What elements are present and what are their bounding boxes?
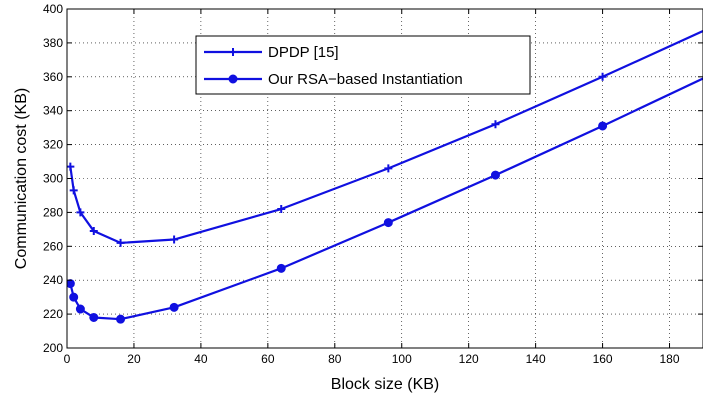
series-2	[67, 77, 703, 324]
data-point	[169, 302, 179, 312]
y-tick-label: 200	[43, 341, 63, 355]
data-point	[598, 121, 608, 131]
data-point	[67, 279, 75, 289]
data-point	[76, 208, 85, 217]
legend-item-1: DPDP [15]	[204, 44, 339, 61]
x-tick-label: 140	[526, 352, 546, 366]
legend-label: DPDP [15]	[268, 44, 339, 61]
x-axis-label: Block size (KB)	[331, 376, 439, 393]
data-point	[69, 292, 79, 302]
data-point	[491, 120, 500, 129]
data-point	[383, 218, 393, 228]
x-tick-label: 180	[660, 352, 680, 366]
data-point	[170, 235, 179, 244]
x-tick-label: 80	[328, 352, 342, 366]
data-point	[75, 304, 85, 314]
tick-labels: 0 20 40 60 80 100 120 140 160 180 200 220 240 260 280 3…	[43, 2, 680, 366]
data-point	[384, 164, 393, 173]
x-tick-label: 60	[261, 352, 275, 366]
x-tick-label: 160	[593, 352, 613, 366]
data-point	[490, 170, 500, 180]
y-axis-label: Communication cost (KB)	[13, 88, 30, 269]
x-tick-label: 20	[127, 352, 141, 366]
data-point	[116, 314, 126, 324]
data-point	[69, 186, 78, 195]
series-1	[67, 30, 703, 247]
legend-label: Our RSA−based Instantiation	[268, 71, 463, 88]
data-point	[116, 238, 125, 247]
x-tick-label: 40	[194, 352, 208, 366]
y-tick-label: 340	[43, 104, 63, 118]
y-tick-label: 360	[43, 70, 63, 84]
y-tick-label: 240	[43, 273, 63, 287]
legend-box	[195, 35, 531, 95]
y-tick-label: 220	[43, 307, 63, 321]
y-tick-label: 280	[43, 205, 63, 219]
data-point	[67, 162, 75, 171]
x-tick-label: 100	[392, 352, 412, 366]
legend-item-2: Our RSA−based Instantiation	[204, 71, 463, 88]
y-tick-label: 400	[43, 2, 63, 16]
y-tick-label: 260	[43, 239, 63, 253]
data-point	[598, 72, 607, 81]
series-line	[69, 77, 703, 321]
legend: DPDP [15] Our RSA−based Instantiation	[195, 35, 531, 95]
y-tick-label: 380	[43, 36, 63, 50]
y-tick-label: 300	[43, 172, 63, 186]
x-tick-label: 120	[459, 352, 479, 366]
data-point	[276, 263, 286, 273]
y-tick-label: 320	[43, 138, 63, 152]
series-layer	[67, 30, 703, 324]
data-point	[277, 205, 286, 214]
legend-marker	[228, 74, 238, 84]
axis-ticks	[66, 8, 703, 349]
data-point	[89, 227, 98, 236]
x-tick-label: 0	[64, 352, 71, 366]
data-point	[89, 312, 99, 322]
legend-marker	[229, 48, 237, 56]
